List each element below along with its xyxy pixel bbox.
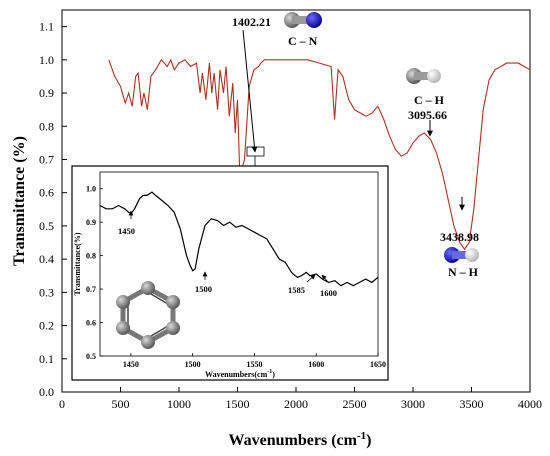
main-y-tick-label: 0.1 [39,352,54,366]
cn-molecule-icon [284,12,322,28]
arrow-1402 [242,29,258,153]
main-x-tick-label: 1500 [226,397,250,411]
main-y-tick-label: 0.8 [39,119,54,133]
inset-axis-ticks: 1450 1500 1550 1600 1650 0.5 0.6 0.7 0.8 0.9 1.0 [86,185,386,369]
main-y-tick-label: 1.1 [39,20,54,34]
inset-x-tick-label: 1500 [185,360,201,369]
inset-annotation-arrows [128,210,329,283]
main-y-tick-label: 0.2 [39,319,54,333]
main-axis-ticks: 0 500 1000 1500 2000 2500 3000 3500 4000 0.0 0.1 0.… [39,20,542,411]
ch-molecule-icon [406,68,441,84]
main-x-axis-label: Wavenumbers (cm-1) [229,430,372,449]
main-x-tick-label: 1000 [167,397,191,411]
inset-x-tick-label: 1650 [370,360,386,369]
inset-label-1600: 1600 [320,288,337,298]
main-y-tick-label: 0.3 [39,285,54,299]
main-x-tick-label: 2000 [284,397,308,411]
main-x-tick-label: 4000 [518,397,542,411]
main-y-tick-label: 0.9 [39,86,54,100]
main-x-tick-label: 3500 [460,397,484,411]
inset-x-axis-label: Wavenumbers(cm-1) [205,369,275,379]
label-3095: 3095.66 [408,108,447,122]
main-x-tick-label: 0 [59,397,65,411]
inset-y-axis-label: Transmittance(%) [73,232,82,295]
main-y-axis-label: Transmittance (%) [11,136,28,266]
inset-label-1500: 1500 [195,284,212,294]
label-ch: C – H [414,93,445,107]
inset-panel [71,165,389,381]
inset-x-tick-label: 1450 [123,360,139,369]
inset-x-tick-label: 1550 [246,360,262,369]
nh-molecule-icon [444,247,479,263]
label-1402: 1402.21 [232,15,271,29]
inset-y-tick-label: 0.9 [86,218,96,227]
main-spectrum-line [108,58,531,251]
inset-plot-frame [99,171,379,357]
inset-y-tick-label: 1.0 [86,185,96,194]
benzene-ring-icon [116,281,180,349]
inset-label-1585: 1585 [288,285,305,295]
annotation-arrows [242,29,465,211]
inset-x-tick-label: 1600 [308,360,324,369]
label-nh: N – H [448,265,479,279]
inset-y-tick-label: 0.5 [86,352,96,361]
main-y-tick-label: 0.6 [39,186,54,200]
main-x-tick-label: 2500 [343,397,367,411]
inset-y-tick-label: 0.8 [86,252,96,261]
inset-label-1450: 1450 [118,226,135,236]
main-y-tick-label: 0.0 [39,385,54,399]
main-x-tick-label: 3000 [401,397,425,411]
main-y-tick-label: 0.4 [39,252,54,266]
inset-y-tick-label: 0.7 [86,285,96,294]
zoom-region-box [246,146,265,157]
label-cn: C – N [288,34,318,48]
main-y-tick-label: 0.5 [39,219,54,233]
main-y-tick-label: 0.7 [39,152,54,166]
inset-y-tick-label: 0.6 [86,319,96,328]
main-y-tick-label: 1.0 [39,53,54,67]
inset-spectrum-line [99,191,379,287]
main-x-tick-label: 500 [112,397,130,411]
label-3438: 3438.98 [440,230,479,244]
